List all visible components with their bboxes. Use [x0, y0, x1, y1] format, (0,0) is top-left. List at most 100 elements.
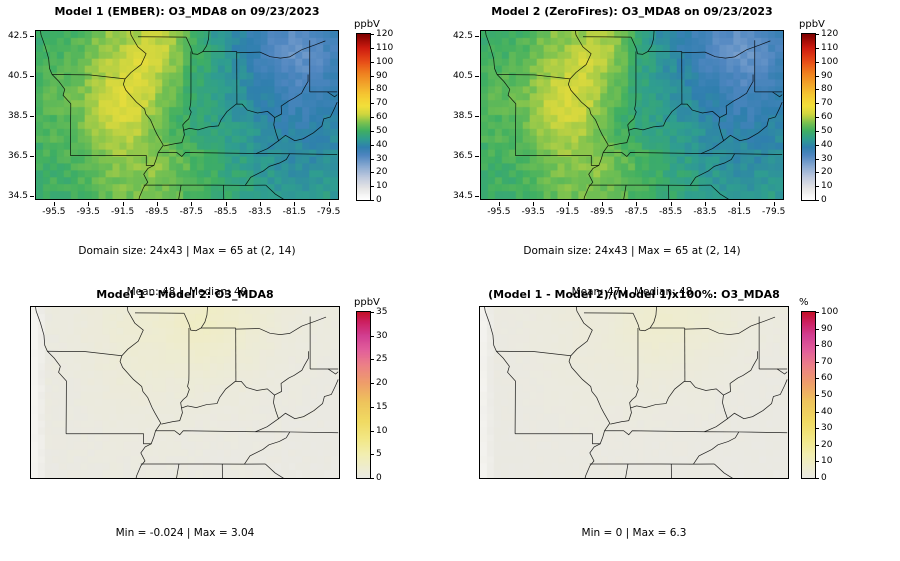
colorbar-tick-label: 50	[821, 125, 833, 136]
state-border-line	[327, 91, 338, 98]
colorbar-tick-label: 20	[821, 439, 833, 450]
colorbar-tick	[816, 117, 819, 118]
colorbar-tick-label: 25	[376, 354, 388, 365]
map-percent-difference	[479, 306, 789, 479]
colorbar-tick-label: 110	[821, 42, 839, 53]
stats-line-1: Domain size: 24x43 | Max = 65 at (2, 14)	[523, 245, 741, 257]
stats-line-1: Min = -0.024 | Max = 3.04	[115, 527, 255, 539]
colorbar-tick-label: 90	[821, 323, 833, 334]
state-border-line	[259, 40, 326, 59]
stats-block: Domain size: 24x43 | Max = 65 at (2, 14)…	[480, 218, 784, 326]
state-border-line	[122, 31, 164, 199]
state-border-line	[629, 327, 639, 409]
state-border-line	[714, 463, 733, 478]
state-border-line	[178, 185, 182, 199]
state-borders-overlay	[40, 31, 338, 199]
x-axis-tick	[191, 202, 193, 206]
panel-title: Model 2 (ZeroFires): O3_MDA8 on 09/23/20…	[491, 5, 773, 18]
colorbar-tick	[816, 361, 819, 363]
colorbar-tick-label: 35	[376, 307, 388, 317]
state-border-line	[704, 395, 728, 433]
colorbar-tick-label: 60	[821, 112, 833, 122]
x-tick-label: -81.5	[727, 207, 751, 217]
stats-line-1: Min = 0 | Max = 6.3	[581, 527, 687, 539]
x-tick-label: -85.5	[213, 207, 238, 217]
colorbar-tick	[816, 345, 819, 347]
colorbar-tick-label: 100	[376, 56, 394, 67]
colorbar-tick-label: 0	[821, 473, 827, 483]
colorbar-tick	[371, 103, 374, 105]
state-border-line	[684, 328, 709, 330]
x-axis-tick	[601, 202, 603, 206]
y-tick-label: 42.5	[7, 31, 28, 41]
y-tick-label: 36.5	[452, 151, 473, 161]
colorbar-tick	[371, 75, 374, 77]
x-tick-label: -79.5	[762, 207, 786, 217]
colorbar-tick	[816, 478, 819, 479]
colorbar-tick	[371, 383, 374, 385]
colorbar-tick	[371, 158, 374, 160]
map-difference	[30, 306, 340, 479]
colorbar-tick-label: 15	[376, 401, 388, 412]
colorbar-tick-label: 10	[821, 456, 833, 467]
x-tick-label: -83.5	[248, 207, 272, 217]
stats-line-2: Mean: 47 | Median: 48	[571, 285, 693, 298]
y-tick-label: 38.5	[452, 111, 473, 121]
colorbar-tick	[371, 335, 374, 337]
x-axis-tick	[225, 202, 227, 206]
state-border-line	[161, 351, 309, 425]
state-border-line	[66, 433, 152, 445]
x-axis-tick	[328, 202, 330, 206]
x-axis-tick	[260, 202, 261, 206]
panel-title: Model 1 - Model 2: O3_MDA8	[96, 288, 274, 301]
x-tick-label: -89.5	[145, 207, 169, 217]
colorbar-tick-label: 30	[821, 153, 833, 164]
colorbar-tick	[371, 454, 374, 456]
y-axis-tick	[30, 116, 34, 117]
colorbar-tick	[816, 461, 819, 463]
x-axis-tick	[156, 202, 158, 206]
colorbar-unit-label: ppbV	[354, 19, 380, 30]
state-border-line	[723, 102, 783, 142]
state-borders-overlay	[485, 31, 783, 199]
state-border-line	[603, 152, 783, 158]
state-border-line	[235, 328, 260, 330]
colorbar-tick-label: 50	[376, 125, 388, 136]
y-tick-label: 42.5	[452, 31, 473, 41]
colorbar-tick-label: 110	[376, 42, 394, 53]
state-border-line	[568, 307, 611, 478]
colorbar-tick-label: 0	[821, 195, 827, 205]
state-border-line	[693, 431, 740, 465]
state-border-line	[627, 51, 637, 131]
colorbar-tick	[816, 186, 819, 188]
y-tick-label: 38.5	[7, 111, 28, 121]
stats-line-2: Mean: 48 | Median: 49	[126, 285, 248, 298]
colorbar-tick	[371, 186, 374, 188]
x-axis-tick	[53, 202, 55, 206]
state-border-line	[710, 184, 729, 199]
colorbar-tick-label: 80	[376, 84, 388, 95]
x-axis-tick	[294, 202, 296, 206]
state-border-line	[35, 307, 67, 434]
colorbar-unit-label: ppbV	[799, 19, 825, 30]
colorbar-tick-label: 20	[821, 167, 833, 178]
state-border-line	[278, 379, 339, 420]
colorbar-tick-label: 0	[376, 473, 382, 483]
state-border-line	[485, 31, 517, 156]
colorbar-tick-label: 60	[821, 373, 833, 384]
colorbar-tick-label: 20	[376, 167, 388, 178]
colorbar-tick	[371, 144, 374, 146]
state-border-line	[155, 430, 339, 436]
state-border-line	[610, 351, 758, 425]
state-border-line	[236, 51, 261, 54]
state-border-line	[632, 307, 657, 332]
state-border-line	[689, 153, 735, 186]
state-border-line	[185, 31, 210, 55]
x-axis-tick	[705, 202, 706, 206]
colorbar-tick-label: 120	[821, 29, 839, 39]
colorbar-tick-label: 0	[376, 195, 382, 205]
state-border-line	[515, 433, 601, 445]
x-tick-label: -93.5	[521, 207, 545, 217]
y-tick-label: 40.5	[7, 71, 28, 81]
state-border-line	[244, 431, 291, 465]
